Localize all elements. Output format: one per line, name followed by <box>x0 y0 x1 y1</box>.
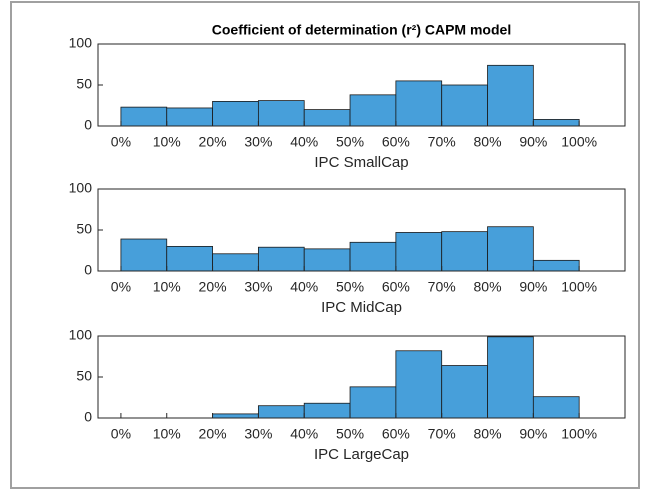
histogram-bar <box>349 241 397 272</box>
x-tick-label: 50% <box>336 279 364 295</box>
histogram-bar <box>120 238 168 272</box>
x-tick-label: 20% <box>199 134 227 150</box>
x-tick-label: 100% <box>561 134 597 150</box>
histogram-bar <box>212 101 259 127</box>
x-tick-label: 90% <box>519 426 547 442</box>
x-axis-label: IPC MidCap <box>321 299 402 316</box>
y-tick-label: 0 <box>84 262 92 278</box>
x-tick-label: 10% <box>153 134 181 150</box>
x-tick-label: 90% <box>519 279 547 295</box>
histogram-bar <box>395 232 443 272</box>
histogram-bar <box>257 100 305 127</box>
histogram-bar <box>303 248 351 272</box>
histogram-bar <box>532 119 580 127</box>
histogram-bar <box>303 402 351 419</box>
histogram-bar <box>441 231 488 272</box>
histogram-bar <box>349 386 397 419</box>
y-tick-label: 100 <box>69 180 93 196</box>
x-tick-label: 50% <box>336 134 364 150</box>
y-tick-label: 50 <box>76 368 92 384</box>
histogram-bar <box>257 246 305 272</box>
histogram-bar <box>349 94 397 127</box>
x-tick-label: 10% <box>153 279 181 295</box>
histogram-bar <box>120 106 168 127</box>
x-tick-label: 60% <box>382 426 410 442</box>
x-tick-label: 20% <box>199 279 227 295</box>
histogram-bar <box>532 396 580 419</box>
x-tick-label: 40% <box>290 134 318 150</box>
x-tick-label: 100% <box>561 426 597 442</box>
histogram-bar <box>441 365 488 419</box>
histogram-bar <box>212 413 259 419</box>
x-tick-label: 30% <box>244 426 272 442</box>
x-tick-label: 70% <box>428 134 456 150</box>
histogram-bar <box>487 226 534 272</box>
x-tick-label: 40% <box>290 279 318 295</box>
x-tick-label: 90% <box>519 134 547 150</box>
x-tick-label: 60% <box>382 279 410 295</box>
y-tick-label: 100 <box>69 35 93 51</box>
x-tick-label: 80% <box>474 426 502 442</box>
x-axis-label: IPC LargeCap <box>314 446 409 463</box>
histogram-bar <box>441 84 488 127</box>
histogram-bar <box>487 64 534 127</box>
y-tick-label: 0 <box>84 117 92 133</box>
x-tick-label: 30% <box>244 279 272 295</box>
histogram-bar <box>166 245 213 272</box>
histogram-bar <box>212 253 259 272</box>
y-tick-label: 50 <box>76 221 92 237</box>
histogram-bar <box>395 80 443 127</box>
x-tick-label: 0% <box>111 426 131 442</box>
x-tick-label: 80% <box>474 134 502 150</box>
x-tick-label: 100% <box>561 279 597 295</box>
histogram-bar <box>257 405 305 419</box>
x-tick-label: 40% <box>290 426 318 442</box>
x-tick-label: 80% <box>474 279 502 295</box>
histogram-bar <box>303 109 351 127</box>
x-tick-label: 10% <box>153 426 181 442</box>
x-tick-label: 0% <box>111 279 131 295</box>
x-tick-label: 70% <box>428 279 456 295</box>
histogram-bar <box>487 336 534 419</box>
x-tick-label: 0% <box>111 134 131 150</box>
x-tick-label: 20% <box>199 426 227 442</box>
x-tick-label: 50% <box>336 426 364 442</box>
x-tick-label: 30% <box>244 134 272 150</box>
x-tick-label: 70% <box>428 426 456 442</box>
histogram-bar <box>166 107 213 127</box>
x-tick-label: 60% <box>382 134 410 150</box>
x-axis-label: IPC SmallCap <box>314 154 408 171</box>
chart-title: Coefficient of determination (r²) CAPM m… <box>212 22 511 38</box>
y-tick-label: 100 <box>69 327 93 343</box>
histogram-bar <box>395 350 443 419</box>
y-tick-label: 0 <box>84 409 92 425</box>
histogram-bar <box>532 259 580 272</box>
y-tick-label: 50 <box>76 76 92 92</box>
